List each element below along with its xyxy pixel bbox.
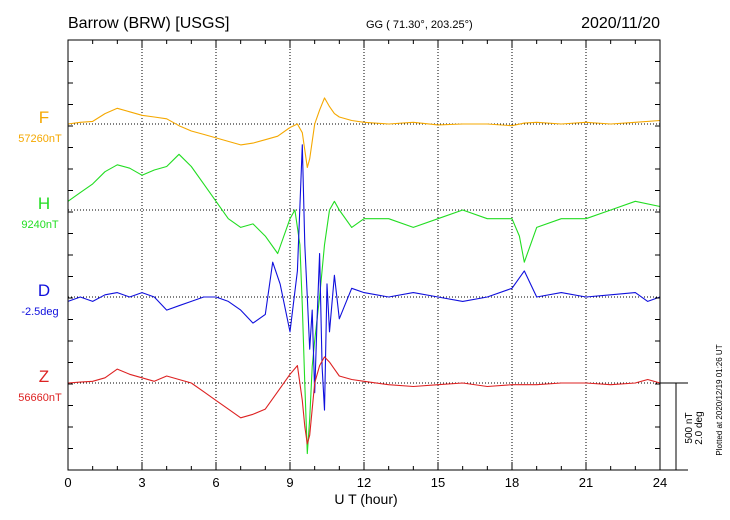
series-F-line (67, 97, 661, 169)
x-tick-label-24: 24 (653, 475, 667, 490)
x-tick-label-3: 3 (138, 475, 145, 490)
coordinates-label: GG ( 71.30°, 203.25°) (366, 19, 473, 31)
x-tick-labels: 0 3 6 9 12 15 18 21 24 (64, 475, 667, 490)
scale-bar (660, 382, 688, 471)
axis-ticks (67, 39, 661, 471)
series-baseline-label-D: -2.5deg (21, 306, 58, 318)
x-tick-label-18: 18 (505, 475, 519, 490)
x-tick-label-12: 12 (357, 475, 371, 490)
series-H-line (67, 153, 661, 455)
x-tick-label-9: 9 (286, 475, 293, 490)
series-baseline-label-F: 57260nT (18, 133, 62, 145)
x-tick-label-0: 0 (64, 475, 71, 490)
x-tick-label-6: 6 (212, 475, 219, 490)
series-D-line (67, 144, 661, 411)
grid-lines (141, 40, 587, 470)
x-tick-label-21: 21 (579, 475, 593, 490)
series-name-D: D (38, 281, 50, 300)
series-name-Z: Z (39, 367, 49, 386)
series-baseline-label-H: 9240nT (21, 219, 59, 231)
date-label: 2020/11/20 (581, 15, 660, 32)
plot-frame (67, 39, 661, 471)
series-Z-line (67, 356, 661, 445)
series-lines (67, 97, 661, 455)
scale-bar-nt-label: 500 nT (684, 412, 695, 443)
scale-bar-deg-label: 2.0 deg (694, 411, 705, 444)
series-name-F: F (39, 108, 49, 127)
series-labels: F 57260nT H 9240nT D -2.5deg Z 56660nT (18, 108, 62, 404)
x-axis-label: U T (hour) (334, 491, 397, 507)
station-title: Barrow (BRW) [USGS] (68, 15, 230, 32)
plotted-timestamp: Plotted at 2020/12/19 01:26 UT (715, 344, 724, 455)
series-baseline-label-Z: 56660nT (18, 392, 62, 404)
series-name-H: H (38, 194, 50, 213)
x-tick-label-15: 15 (431, 475, 445, 490)
